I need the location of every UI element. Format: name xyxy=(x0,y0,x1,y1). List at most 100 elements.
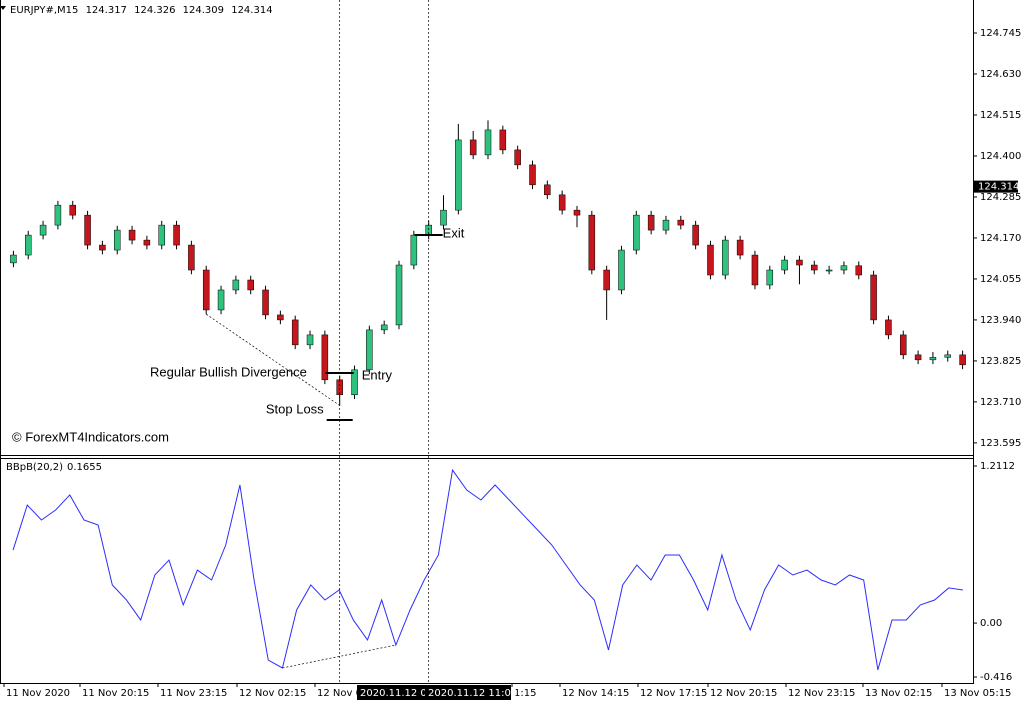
candle-body xyxy=(514,149,521,166)
candle-body xyxy=(202,269,210,311)
quote-value: 124.326 xyxy=(134,5,175,16)
y-tick-label: 124.630 xyxy=(980,69,1021,80)
candle-body xyxy=(499,129,507,151)
candle-body xyxy=(618,249,625,291)
last-price-box xyxy=(974,180,1018,193)
x-tick-label: 13 Nov 02:15 xyxy=(865,688,932,699)
candle-body xyxy=(366,329,373,371)
candle-body xyxy=(944,354,952,358)
candle-body xyxy=(113,229,121,251)
crosshair-time-box xyxy=(425,685,511,700)
candle-body xyxy=(558,194,566,211)
candle-body xyxy=(959,354,966,366)
x-tick-label: 13 Nov 05:15 xyxy=(944,688,1011,699)
header-arrow xyxy=(0,6,6,10)
candle-body xyxy=(10,254,17,264)
quote-value: 124.309 xyxy=(183,5,224,16)
divergence-line xyxy=(206,313,340,406)
candle-body xyxy=(914,354,922,361)
candle-body xyxy=(128,229,136,241)
candle-body xyxy=(351,369,358,396)
candle-body xyxy=(692,224,699,246)
candle-body xyxy=(277,314,284,321)
candle-body xyxy=(766,269,774,286)
candle-body xyxy=(588,214,596,271)
y-tick-label: 124.400 xyxy=(980,151,1021,162)
candle-body xyxy=(736,239,744,256)
candle-body xyxy=(707,244,714,276)
candle-body xyxy=(217,289,225,311)
candle-body xyxy=(173,224,180,246)
candle-body xyxy=(247,279,254,291)
candle-body xyxy=(811,264,818,271)
x-tick-label: 11 Nov 2020 xyxy=(6,688,70,699)
watermark: © ForexMT4Indicators.com xyxy=(12,429,169,444)
symbol: EURJPY#,M15 xyxy=(10,5,78,16)
candle-body xyxy=(840,265,848,271)
x-tick-label: 11 Nov 23:15 xyxy=(160,688,227,699)
x-tick-label: 12 Nov 17:15 xyxy=(640,688,707,699)
indicator-header: BBpB(20,2) 0.1655 xyxy=(6,462,102,473)
candle-body xyxy=(455,139,462,211)
candle-body xyxy=(484,129,492,156)
candle-body xyxy=(262,289,269,316)
candle-body xyxy=(855,265,863,276)
candle-body xyxy=(870,274,877,321)
divergence-line xyxy=(282,644,396,669)
annotation-exit: Exit xyxy=(443,225,465,240)
y-tick-label: 123.710 xyxy=(980,397,1021,408)
crosshair-time-box xyxy=(357,685,425,700)
candle-body xyxy=(469,139,477,156)
candle-body xyxy=(544,184,551,196)
y-tick-label: 124.055 xyxy=(980,274,1021,285)
y-tick-label: 0.00 xyxy=(980,618,1002,629)
quote-value: 124.314 xyxy=(231,5,272,16)
annotation-divergence: Regular Bullish Divergence xyxy=(150,364,307,379)
y-tick-label: 123.595 xyxy=(980,438,1021,449)
candle-body xyxy=(929,357,937,361)
candle-body xyxy=(573,209,581,216)
candle-body xyxy=(39,224,47,236)
candle-body xyxy=(321,334,329,381)
x-tick-label: 12 Nov 14:15 xyxy=(562,688,629,699)
y-tick-label: 124.285 xyxy=(980,192,1021,203)
candle-body xyxy=(781,259,788,271)
candle-body xyxy=(722,239,729,276)
candle-body xyxy=(54,204,62,226)
candle-body xyxy=(677,219,685,226)
x-tick-label: 1:15 xyxy=(514,688,536,699)
candle-body xyxy=(662,219,670,231)
chart-header: EURJPY#,M15 124.317 124.326 124.309 124.… xyxy=(10,5,273,16)
candle-body xyxy=(24,234,32,256)
candle-body xyxy=(440,209,447,226)
annotation-stop-loss: Stop Loss xyxy=(266,401,324,416)
quote-value: 124.317 xyxy=(86,5,127,16)
candle-body xyxy=(751,254,759,286)
y-tick-label: 123.825 xyxy=(980,356,1021,367)
candle-body xyxy=(306,334,314,346)
candle-body xyxy=(232,279,240,291)
candle-body xyxy=(158,224,165,246)
candle-body xyxy=(395,264,403,326)
candle-body xyxy=(291,319,299,346)
last-price-label: 124.314 xyxy=(978,182,1019,193)
annotation-entry: Entry xyxy=(362,367,393,382)
x-tick-label: 12 Nov 0 xyxy=(317,688,362,699)
candle-body xyxy=(336,379,343,396)
crosshair-time-label: 2020.11.12 0 xyxy=(360,688,427,699)
x-tick-label: 12 Nov 23:15 xyxy=(788,688,855,699)
candle-body xyxy=(69,204,76,216)
candle-body xyxy=(603,269,610,291)
indicator-value: 0.1655 xyxy=(67,462,102,473)
candle-body xyxy=(647,214,655,231)
x-tick-label: 12 Nov 20:15 xyxy=(710,688,777,699)
candle-body xyxy=(529,164,536,186)
x-tick-label: 11 Nov 20:15 xyxy=(82,688,149,699)
candle-body xyxy=(84,214,91,246)
candle-body xyxy=(900,334,907,356)
y-tick-label: 124.745 xyxy=(980,28,1021,39)
y-tick-label: 124.515 xyxy=(980,110,1021,121)
candle-body xyxy=(143,239,151,246)
